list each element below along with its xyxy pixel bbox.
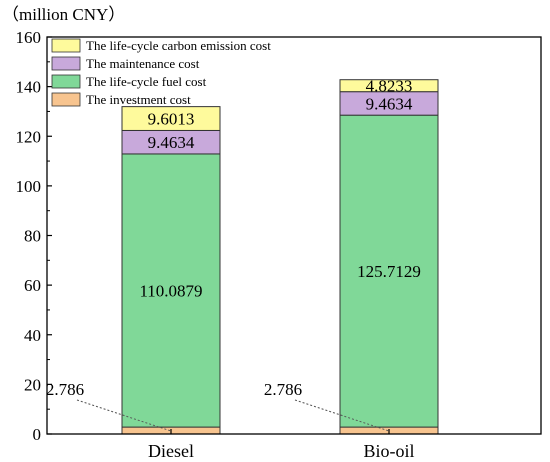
bar-segment-bio-oil-1 <box>339 114 439 428</box>
bar-segment-diesel-3 <box>121 106 221 131</box>
legend-swatch-1 <box>51 56 81 71</box>
y-tick-label-160: 160 <box>16 28 42 47</box>
data-label-bio-oil-3: 4.8233 <box>366 77 413 96</box>
legend-label-3: The investment cost <box>86 92 191 107</box>
legend-label-2: The life-cycle fuel cost <box>86 74 207 89</box>
data-label-bio-oil-1: 125.7129 <box>357 262 421 281</box>
legend-label-1: The maintenance cost <box>86 56 200 71</box>
axes-group: Diesel Bio-oil 0 20 40 60 80 100 120 140 160 <box>16 28 542 461</box>
x-tick-label-bio-oil: Bio-oil <box>363 441 414 461</box>
leader-line-diesel <box>76 399 172 432</box>
bar-segment-bio-oil-3 <box>339 79 439 93</box>
data-label-diesel-1: 110.0879 <box>139 282 202 301</box>
y-tick-label-40: 40 <box>24 326 41 345</box>
legend-swatch-3 <box>51 92 81 107</box>
y-axis-unit-label: （million CNY） <box>2 5 125 24</box>
bar-segment-diesel-1 <box>121 153 221 428</box>
y-tick-label-60: 60 <box>24 276 41 295</box>
legend-label-0: The life-cycle carbon emission cost <box>86 38 271 53</box>
y-tick-label-120: 120 <box>16 127 42 146</box>
leader-line-bio-oil <box>294 399 390 432</box>
legend-swatch-2 <box>51 74 81 89</box>
annotations-group: 2.786 2.786 <box>46 380 390 432</box>
y-tick-label-80: 80 <box>24 227 41 246</box>
legend: The life-cycle carbon emission cost The m… <box>51 38 271 107</box>
data-label-bio-oil-2: 9.4634 <box>366 94 413 113</box>
data-label-diesel-2: 9.4634 <box>148 133 195 152</box>
x-tick-label-diesel: Diesel <box>148 441 194 461</box>
legend-swatch-0 <box>51 38 81 53</box>
y-tick-label-100: 100 <box>16 177 42 196</box>
y-tick-label-20: 20 <box>24 375 41 394</box>
data-label-diesel-0: 2.786 <box>46 380 84 399</box>
data-label-diesel-3: 9.6013 <box>148 110 195 129</box>
y-tick-label-140: 140 <box>16 78 42 97</box>
data-label-bio-oil-0: 2.786 <box>264 380 302 399</box>
y-tick-label-0: 0 <box>33 425 42 444</box>
